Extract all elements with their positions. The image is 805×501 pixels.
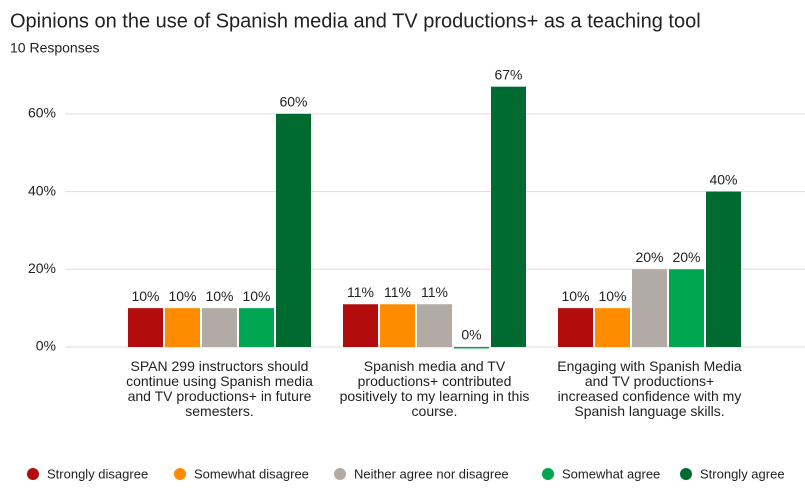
legend-label: Neither agree nor disagree xyxy=(354,466,509,481)
data-label: 20% xyxy=(635,249,663,265)
bar xyxy=(491,86,526,348)
bar xyxy=(595,308,630,347)
y-tick-label: 60% xyxy=(28,105,56,121)
data-label: 10% xyxy=(242,288,270,304)
data-label: 0% xyxy=(461,327,481,343)
bar xyxy=(454,347,489,349)
x-tick-label: SPAN 299 instructors should continue usi… xyxy=(126,358,313,419)
data-label: 10% xyxy=(168,288,196,304)
x-tick-label: Spanish media and TV productions+ contri… xyxy=(339,358,530,419)
legend-label: Strongly disagree xyxy=(47,466,148,481)
bar xyxy=(276,113,311,347)
legend-label: Strongly agree xyxy=(700,466,785,481)
data-label: 10% xyxy=(205,288,233,304)
bar xyxy=(669,269,704,347)
bar xyxy=(165,308,200,347)
data-label: 11% xyxy=(384,284,411,300)
legend-label: Somewhat disagree xyxy=(194,466,309,481)
legend-marker xyxy=(334,468,346,480)
y-tick-label: 20% xyxy=(28,260,56,276)
bar xyxy=(202,308,237,347)
chart-title: Opinions on the use of Spanish media and… xyxy=(10,10,701,32)
data-label: 11% xyxy=(421,284,448,300)
data-label: 20% xyxy=(672,249,700,265)
bar xyxy=(417,304,452,347)
y-tick-label: 0% xyxy=(36,338,56,354)
legend-marker xyxy=(27,468,39,480)
data-label: 10% xyxy=(131,288,159,304)
bar xyxy=(632,269,667,347)
bar xyxy=(706,191,741,347)
legend-marker xyxy=(174,468,186,480)
bar xyxy=(380,304,415,347)
legend-marker xyxy=(680,468,692,480)
legend-label: Somewhat agree xyxy=(562,466,660,481)
data-label: 11% xyxy=(347,284,374,300)
x-tick-label: Engaging with Spanish Media and TV produ… xyxy=(557,358,742,419)
chart-subtitle: 10 Responses xyxy=(10,40,100,56)
y-tick-label: 40% xyxy=(28,182,56,198)
bar xyxy=(239,308,274,347)
data-label: 60% xyxy=(279,94,307,110)
data-label: 10% xyxy=(561,288,589,304)
bar xyxy=(128,308,163,347)
legend-marker xyxy=(542,468,554,480)
data-label: 40% xyxy=(709,171,737,187)
data-label: 10% xyxy=(598,288,626,304)
data-label: 67% xyxy=(494,66,522,82)
bar xyxy=(343,304,378,347)
bar xyxy=(558,308,593,347)
